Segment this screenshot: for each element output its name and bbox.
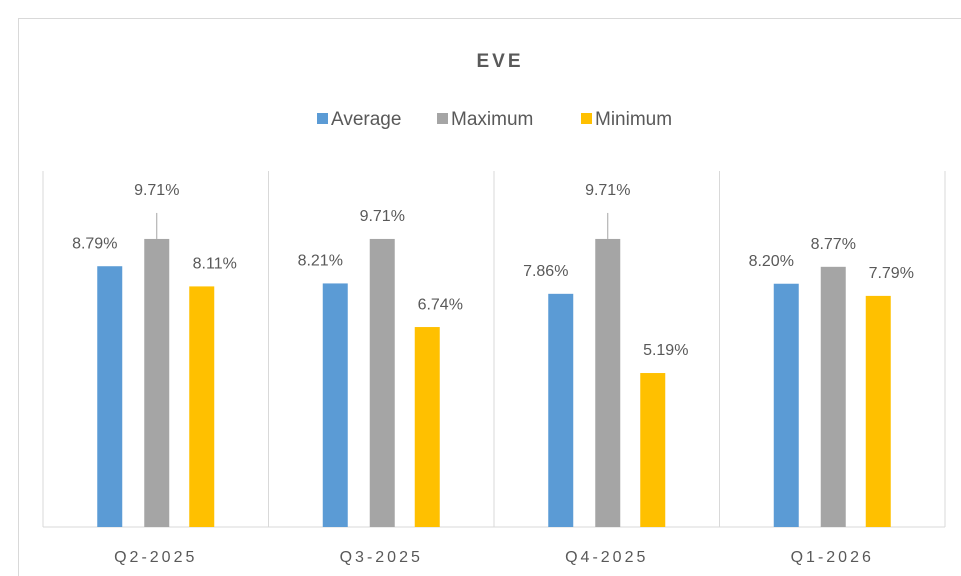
legend-swatch [581, 113, 592, 124]
legend-label: Maximum [451, 109, 533, 130]
x-tick-label: Q2-2025 [114, 549, 197, 566]
bar [595, 238, 621, 528]
bar [144, 238, 170, 528]
bar [97, 266, 123, 527]
bar [773, 283, 799, 527]
data-label: 9.71% [360, 208, 405, 225]
x-tick-label: Q3-2025 [340, 549, 423, 566]
legend-swatch [437, 113, 448, 124]
x-tick-label: Q1-2026 [791, 549, 874, 566]
bar [865, 295, 891, 527]
chart-title: EVE [476, 51, 523, 72]
data-label: 8.20% [749, 253, 794, 270]
bar [189, 286, 215, 527]
data-label: 9.71% [585, 182, 630, 199]
legend-label: Minimum [595, 109, 672, 130]
bar [414, 327, 440, 527]
data-label: 8.11% [193, 256, 237, 273]
bar [640, 373, 666, 527]
chart-frame [18, 18, 961, 576]
bar [369, 238, 395, 528]
data-label: 9.71% [134, 182, 179, 199]
bar [322, 283, 348, 527]
data-label: 8.77% [811, 236, 856, 253]
data-label: 5.19% [643, 342, 688, 359]
data-label: 6.74% [418, 296, 463, 313]
bar [820, 266, 846, 527]
legend-label: Average [331, 109, 401, 130]
data-label: 8.21% [298, 253, 343, 270]
data-label: 7.79% [869, 265, 914, 282]
data-label: 7.86% [523, 263, 568, 280]
legend-swatch [317, 113, 328, 124]
x-tick-label: Q4-2025 [565, 549, 648, 566]
data-label: 8.79% [72, 235, 117, 252]
bar [548, 293, 574, 527]
